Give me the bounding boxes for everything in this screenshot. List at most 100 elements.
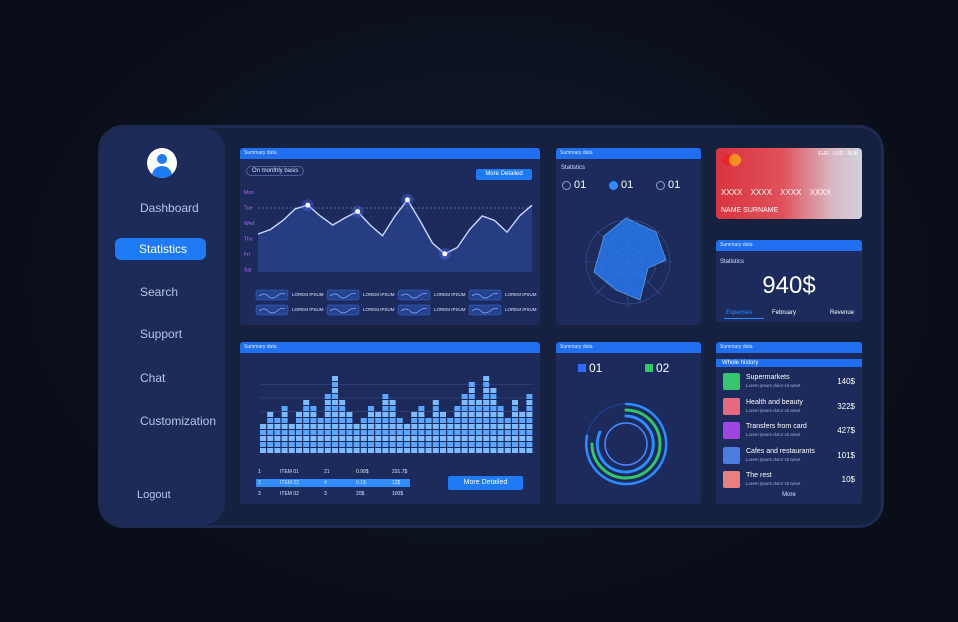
bar <box>281 406 288 453</box>
table-cell: 0.1$ <box>356 480 366 486</box>
table-cell: 12$ <box>392 480 401 486</box>
table-cell: 20$ <box>356 491 365 497</box>
legend-spark <box>400 307 428 314</box>
panel-title: Statistics <box>720 259 745 265</box>
table-cell: 100$ <box>392 491 404 497</box>
ring-number: 02 <box>656 361 670 375</box>
panel-header: Summary data <box>716 342 862 353</box>
legend-label: LOREM IPSUM <box>363 307 395 312</box>
y-tick-label: Tue <box>244 206 253 212</box>
table-cell: 21 <box>324 469 330 475</box>
stat-number: 01 <box>668 179 681 191</box>
legend-spark <box>258 307 286 314</box>
currency[interactable]: USD <box>832 151 844 157</box>
bar <box>468 382 475 453</box>
legend-spark <box>400 292 428 299</box>
tab[interactable]: Expenses <box>726 310 753 316</box>
table-cell: ITEM 01 <box>280 469 299 475</box>
category-amount: 427$ <box>837 426 855 435</box>
legend-label: LOREM IPSUM <box>505 292 537 297</box>
table-cell: ITEM 02 <box>280 480 299 486</box>
bar <box>512 400 518 453</box>
legend-spark <box>258 292 286 299</box>
line <box>257 198 533 255</box>
legend-spark <box>329 307 357 314</box>
ring-panel: Summary data 01 02 <box>556 342 701 504</box>
bar <box>375 412 382 453</box>
y-tick-label: Fri <box>244 252 250 258</box>
bank-card[interactable]: EUR USD RUB XXXX XXXX XXXX XXXX NAME SURNA… <box>716 148 862 219</box>
legend-swatch <box>578 364 586 372</box>
table-cell: ITEM 02 <box>280 491 299 497</box>
bar <box>490 388 497 453</box>
tab[interactable]: Revenue <box>830 310 855 316</box>
tab[interactable]: February <box>772 310 797 316</box>
nav-item[interactable]: Support <box>140 327 183 341</box>
y-tick-label: Sat <box>244 268 252 274</box>
radar-chart <box>584 216 672 308</box>
card-number: XXXX XXXX XXXX XXXX <box>721 188 832 197</box>
ring-number: 01 <box>589 361 603 375</box>
category-note: Lorem ipsum dolor sit amet <box>746 407 801 413</box>
bar <box>519 412 526 453</box>
nav-item[interactable]: Chat <box>140 371 166 385</box>
table-cell: 1 <box>258 469 261 475</box>
line-area <box>258 199 532 272</box>
currency[interactable]: RUB <box>847 151 858 157</box>
category-amount: 322$ <box>837 401 855 411</box>
bar <box>389 400 396 453</box>
bar <box>447 418 454 453</box>
bar <box>476 400 482 453</box>
bar <box>461 394 468 453</box>
category-icon <box>723 422 740 439</box>
more-button[interactable]: More Detailed <box>448 476 523 490</box>
category-icon <box>723 397 740 415</box>
currency[interactable]: EUR <box>818 151 829 157</box>
legend-swatch <box>326 304 360 316</box>
legend-swatch <box>645 364 653 372</box>
bar <box>303 400 310 453</box>
more-link[interactable]: More <box>782 492 796 498</box>
legend-spark <box>471 307 499 314</box>
legend-swatch <box>468 304 502 316</box>
avatar[interactable] <box>147 148 177 178</box>
nav-item[interactable]: Dashboard <box>140 201 199 215</box>
nav-item[interactable]: Statistics <box>115 238 206 260</box>
point <box>305 202 311 208</box>
more-button[interactable]: More Detailed <box>476 169 532 180</box>
legend-swatch <box>255 304 289 316</box>
nav-item[interactable]: Customization <box>140 414 217 428</box>
stat-number: 01 <box>621 179 634 191</box>
legend-label: LOREM IPSUM <box>505 307 537 312</box>
ring-chart <box>585 402 668 486</box>
panel-header: Summary data <box>716 240 862 251</box>
radar-panel: Summary data Statistics 01 01 01 <box>556 148 701 325</box>
category-amount: 140$ <box>837 377 855 386</box>
filter[interactable]: On monthly basis <box>246 166 305 176</box>
category-icon <box>723 373 740 390</box>
line-panel: Summary data On monthly basis More Detai… <box>240 148 540 325</box>
bar <box>425 418 432 453</box>
category-note: Lorem ipsum dolor sit amet <box>746 456 801 462</box>
point <box>355 209 361 214</box>
category-note: Lorem ipsum dolor sit amet <box>746 383 801 388</box>
bar <box>526 394 533 453</box>
category-note: Lorem ipsum dolor sit amet <box>746 432 801 437</box>
bar <box>396 418 403 453</box>
category-name: Transfers from card <box>746 423 807 430</box>
bar <box>267 412 274 453</box>
amount: 940$ <box>762 272 816 299</box>
stat-dot <box>656 181 665 190</box>
table-cell: 3 <box>258 491 261 497</box>
bar <box>404 424 410 453</box>
logout[interactable]: Logout <box>137 489 171 501</box>
legend-spark <box>329 292 357 299</box>
panel-header: Summary data <box>240 342 540 353</box>
nav-item[interactable]: Search <box>140 285 179 299</box>
bar <box>360 418 367 453</box>
legend-swatch <box>326 289 360 301</box>
bar <box>382 394 389 453</box>
category-name: Health and beauty <box>746 398 803 406</box>
bar-chart <box>260 376 534 453</box>
